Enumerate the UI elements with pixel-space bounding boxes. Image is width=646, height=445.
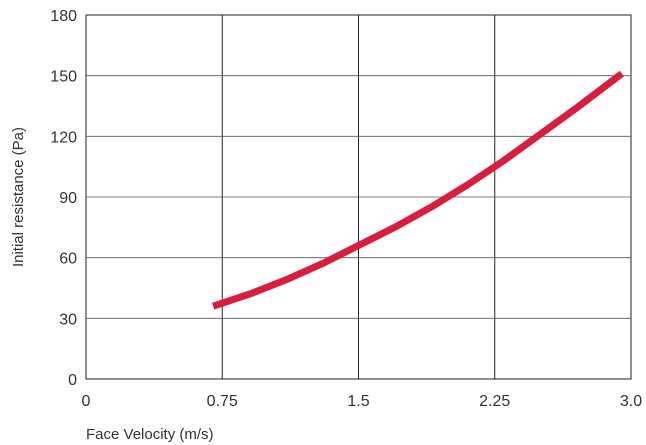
- y-tick-label: 90: [59, 190, 77, 207]
- y-tick-label: 0: [68, 372, 77, 389]
- x-tick-label: 0: [82, 393, 91, 410]
- x-tick-labels: 0 0.75 1.5 2.25 3.0: [82, 393, 643, 410]
- y-tick-label: 150: [50, 69, 77, 86]
- x-axis-label: Face Velocity (m/s): [86, 426, 214, 443]
- series-group: [212, 70, 625, 310]
- horizontal-gridlines: [86, 75, 631, 319]
- y-tick-label: 180: [50, 8, 77, 25]
- y-axis-label: Initial resistance (Pa): [10, 127, 27, 267]
- y-tick-label: 60: [59, 251, 77, 268]
- x-tick-label: 1.5: [347, 393, 369, 410]
- y-tick-label: 30: [59, 311, 77, 328]
- series-line-0: [212, 70, 625, 310]
- y-tick-label: 120: [50, 129, 77, 146]
- x-tick-label: 0.75: [207, 393, 238, 410]
- y-tick-labels: 0 30 60 90 120 150 180: [50, 8, 77, 389]
- x-tick-label: 3.0: [620, 393, 642, 410]
- x-tick-label: 2.25: [479, 393, 510, 410]
